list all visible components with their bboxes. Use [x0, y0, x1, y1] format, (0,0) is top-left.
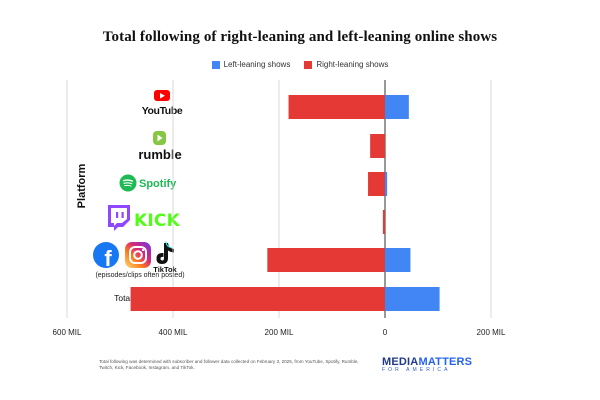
legend-item-right: Right-leaning shows [304, 60, 388, 69]
bar-left-0 [385, 95, 409, 119]
bar-right-3 [382, 210, 385, 234]
brand-matters: MATTERS [418, 356, 473, 368]
meta-tiktok-label: f TikTok (episodes/clips often posted) [88, 238, 192, 280]
brand-subtitle: FOR AMERICA [382, 367, 451, 373]
x-tick-label: 600 MIL [53, 328, 82, 337]
bar-left-5 [385, 287, 440, 311]
brand-media: MEDIA [382, 356, 419, 368]
spotify-logo: Spotify [119, 174, 177, 192]
rumble-label: rumble [132, 130, 188, 164]
tiktok-note: (episodes/clips often posted) [95, 272, 185, 279]
bar-right-4 [267, 248, 385, 272]
tiktok-logo: TikTok [153, 241, 178, 273]
bar-right-1 [370, 134, 385, 158]
twitch-kick-label: KICK [104, 203, 186, 235]
facebook-logo: f [93, 242, 119, 271]
rumble-wordmark: rumble [138, 147, 181, 162]
bar-right-5 [130, 287, 385, 311]
spotify-wordmark: Spotify [139, 178, 177, 190]
twitch-kick-logos: KICK [108, 205, 181, 231]
rumble-logo: rumble [138, 131, 182, 162]
x-tick-label: 200 MIL [265, 328, 294, 337]
tiktok-wordmark: TikTok [153, 265, 177, 273]
legend-swatch-right [304, 60, 313, 69]
bar-left-4 [385, 248, 411, 272]
chart-title: Total following of right-leaning and lef… [102, 29, 498, 45]
x-tick-label: 200 MIL [477, 328, 506, 337]
legend-label-left: Left-leaning shows [223, 60, 291, 69]
spotify-label: Spotify [117, 172, 183, 194]
legend-item-left: Left-leaning shows [211, 60, 291, 69]
x-tick-label: 0 [383, 328, 388, 337]
bar-right-0 [288, 95, 385, 119]
media-matters-logo: MEDIAMATTERS FOR AMERICA [382, 356, 472, 373]
legend-label-right: Right-leaning shows [316, 60, 389, 69]
instagram-logo [125, 242, 151, 268]
twitch-logo [108, 205, 130, 231]
bar-left-2 [385, 172, 388, 196]
footnote: Total following was determined with subs… [99, 359, 359, 371]
kick-logo: KICK [134, 211, 181, 231]
brand-wordmark: MEDIAMATTERS [382, 356, 472, 368]
x-tick-label: 400 MIL [159, 328, 188, 337]
chart-legend: Left-leaning shows Right-leaning shows [0, 60, 600, 69]
social-logos: f TikTok [93, 241, 178, 273]
legend-swatch-left [211, 60, 220, 69]
svg-text:f: f [104, 246, 112, 271]
bar-right-2 [368, 172, 385, 196]
